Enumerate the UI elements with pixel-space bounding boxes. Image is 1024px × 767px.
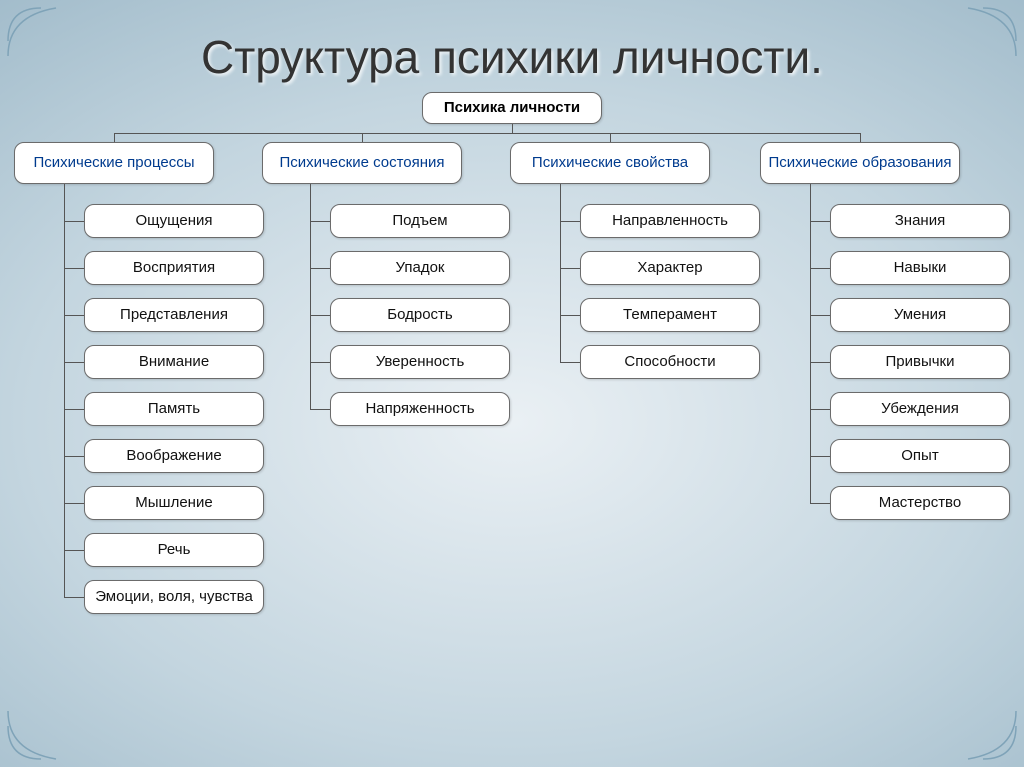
- connector: [310, 221, 330, 222]
- connector: [560, 362, 580, 363]
- item-node: Направленность: [580, 204, 760, 238]
- connector: [64, 268, 84, 269]
- item-node: Память: [84, 392, 264, 426]
- item-node: Уверенность: [330, 345, 510, 379]
- category-node: Психические состояния: [262, 142, 462, 184]
- item-node: Темперамент: [580, 298, 760, 332]
- item-node: Навыки: [830, 251, 1010, 285]
- connector: [610, 133, 611, 142]
- item-node: Восприятия: [84, 251, 264, 285]
- connector: [810, 362, 830, 363]
- item-node: Характер: [580, 251, 760, 285]
- connector: [64, 315, 84, 316]
- item-node: Знания: [830, 204, 1010, 238]
- item-node: Ощущения: [84, 204, 264, 238]
- item-node: Мастерство: [830, 486, 1010, 520]
- connector: [64, 503, 84, 504]
- connector: [560, 184, 561, 362]
- item-node: Бодрость: [330, 298, 510, 332]
- connector: [810, 221, 830, 222]
- connector: [810, 315, 830, 316]
- item-node: Эмоции, воля, чувства: [84, 580, 264, 614]
- connector: [810, 184, 811, 503]
- connector: [560, 315, 580, 316]
- connector: [310, 315, 330, 316]
- connector: [560, 268, 580, 269]
- connector: [64, 184, 65, 597]
- item-node: Мышление: [84, 486, 264, 520]
- item-node: Привычки: [830, 345, 1010, 379]
- connector: [64, 409, 84, 410]
- item-node: Опыт: [830, 439, 1010, 473]
- connector: [64, 221, 84, 222]
- item-node: Убеждения: [830, 392, 1010, 426]
- connector: [64, 456, 84, 457]
- category-node: Психические свойства: [510, 142, 710, 184]
- connector: [310, 184, 311, 409]
- connector: [362, 133, 363, 142]
- connector: [114, 133, 115, 142]
- connector: [810, 503, 830, 504]
- category-node: Психические процессы: [14, 142, 214, 184]
- item-node: Напряженность: [330, 392, 510, 426]
- item-node: Упадок: [330, 251, 510, 285]
- corner-ornament: [948, 691, 1018, 761]
- item-node: Представления: [84, 298, 264, 332]
- corner-ornament: [6, 691, 76, 761]
- connector: [310, 268, 330, 269]
- item-node: Подъем: [330, 204, 510, 238]
- connector: [810, 268, 830, 269]
- item-node: Внимание: [84, 345, 264, 379]
- connector: [512, 124, 513, 133]
- page-title: Структура психики личности.: [0, 30, 1024, 84]
- connector: [310, 409, 330, 410]
- category-node: Психические образования: [760, 142, 960, 184]
- connector: [810, 409, 830, 410]
- item-node: Воображение: [84, 439, 264, 473]
- connector: [310, 362, 330, 363]
- connector: [114, 133, 860, 134]
- connector: [560, 221, 580, 222]
- connector: [64, 597, 84, 598]
- item-node: Речь: [84, 533, 264, 567]
- connector: [860, 133, 861, 142]
- connector: [810, 456, 830, 457]
- connector: [64, 362, 84, 363]
- root-node: Психика личности: [422, 92, 602, 124]
- item-node: Умения: [830, 298, 1010, 332]
- item-node: Способности: [580, 345, 760, 379]
- connector: [64, 550, 84, 551]
